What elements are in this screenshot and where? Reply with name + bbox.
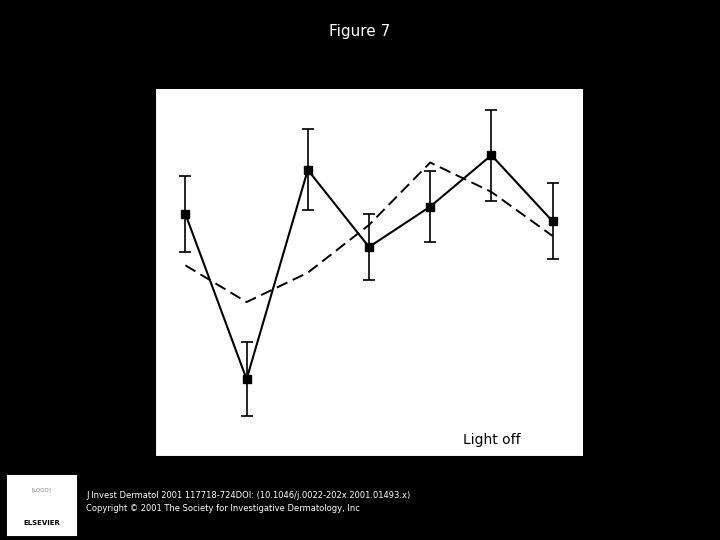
Text: [LOGO]: [LOGO] (32, 488, 51, 492)
Y-axis label: Temperature in % of 24h mean: Temperature in % of 24h mean (102, 152, 116, 393)
Text: Figure 7: Figure 7 (329, 24, 391, 39)
Text: J Invest Dermatol 2001 117718-724DOI: (10.1046/j.0022-202x.2001.01493.x): J Invest Dermatol 2001 117718-724DOI: (1… (86, 491, 410, 500)
Text: Copyright © 2001 The Society for Investigative Dermatology, Inc: Copyright © 2001 The Society for Investi… (86, 504, 363, 513)
Text: ELSEVIER: ELSEVIER (23, 519, 60, 526)
Text: Light off: Light off (462, 434, 521, 448)
X-axis label: Time (clock hours): Time (clock hours) (297, 488, 441, 501)
